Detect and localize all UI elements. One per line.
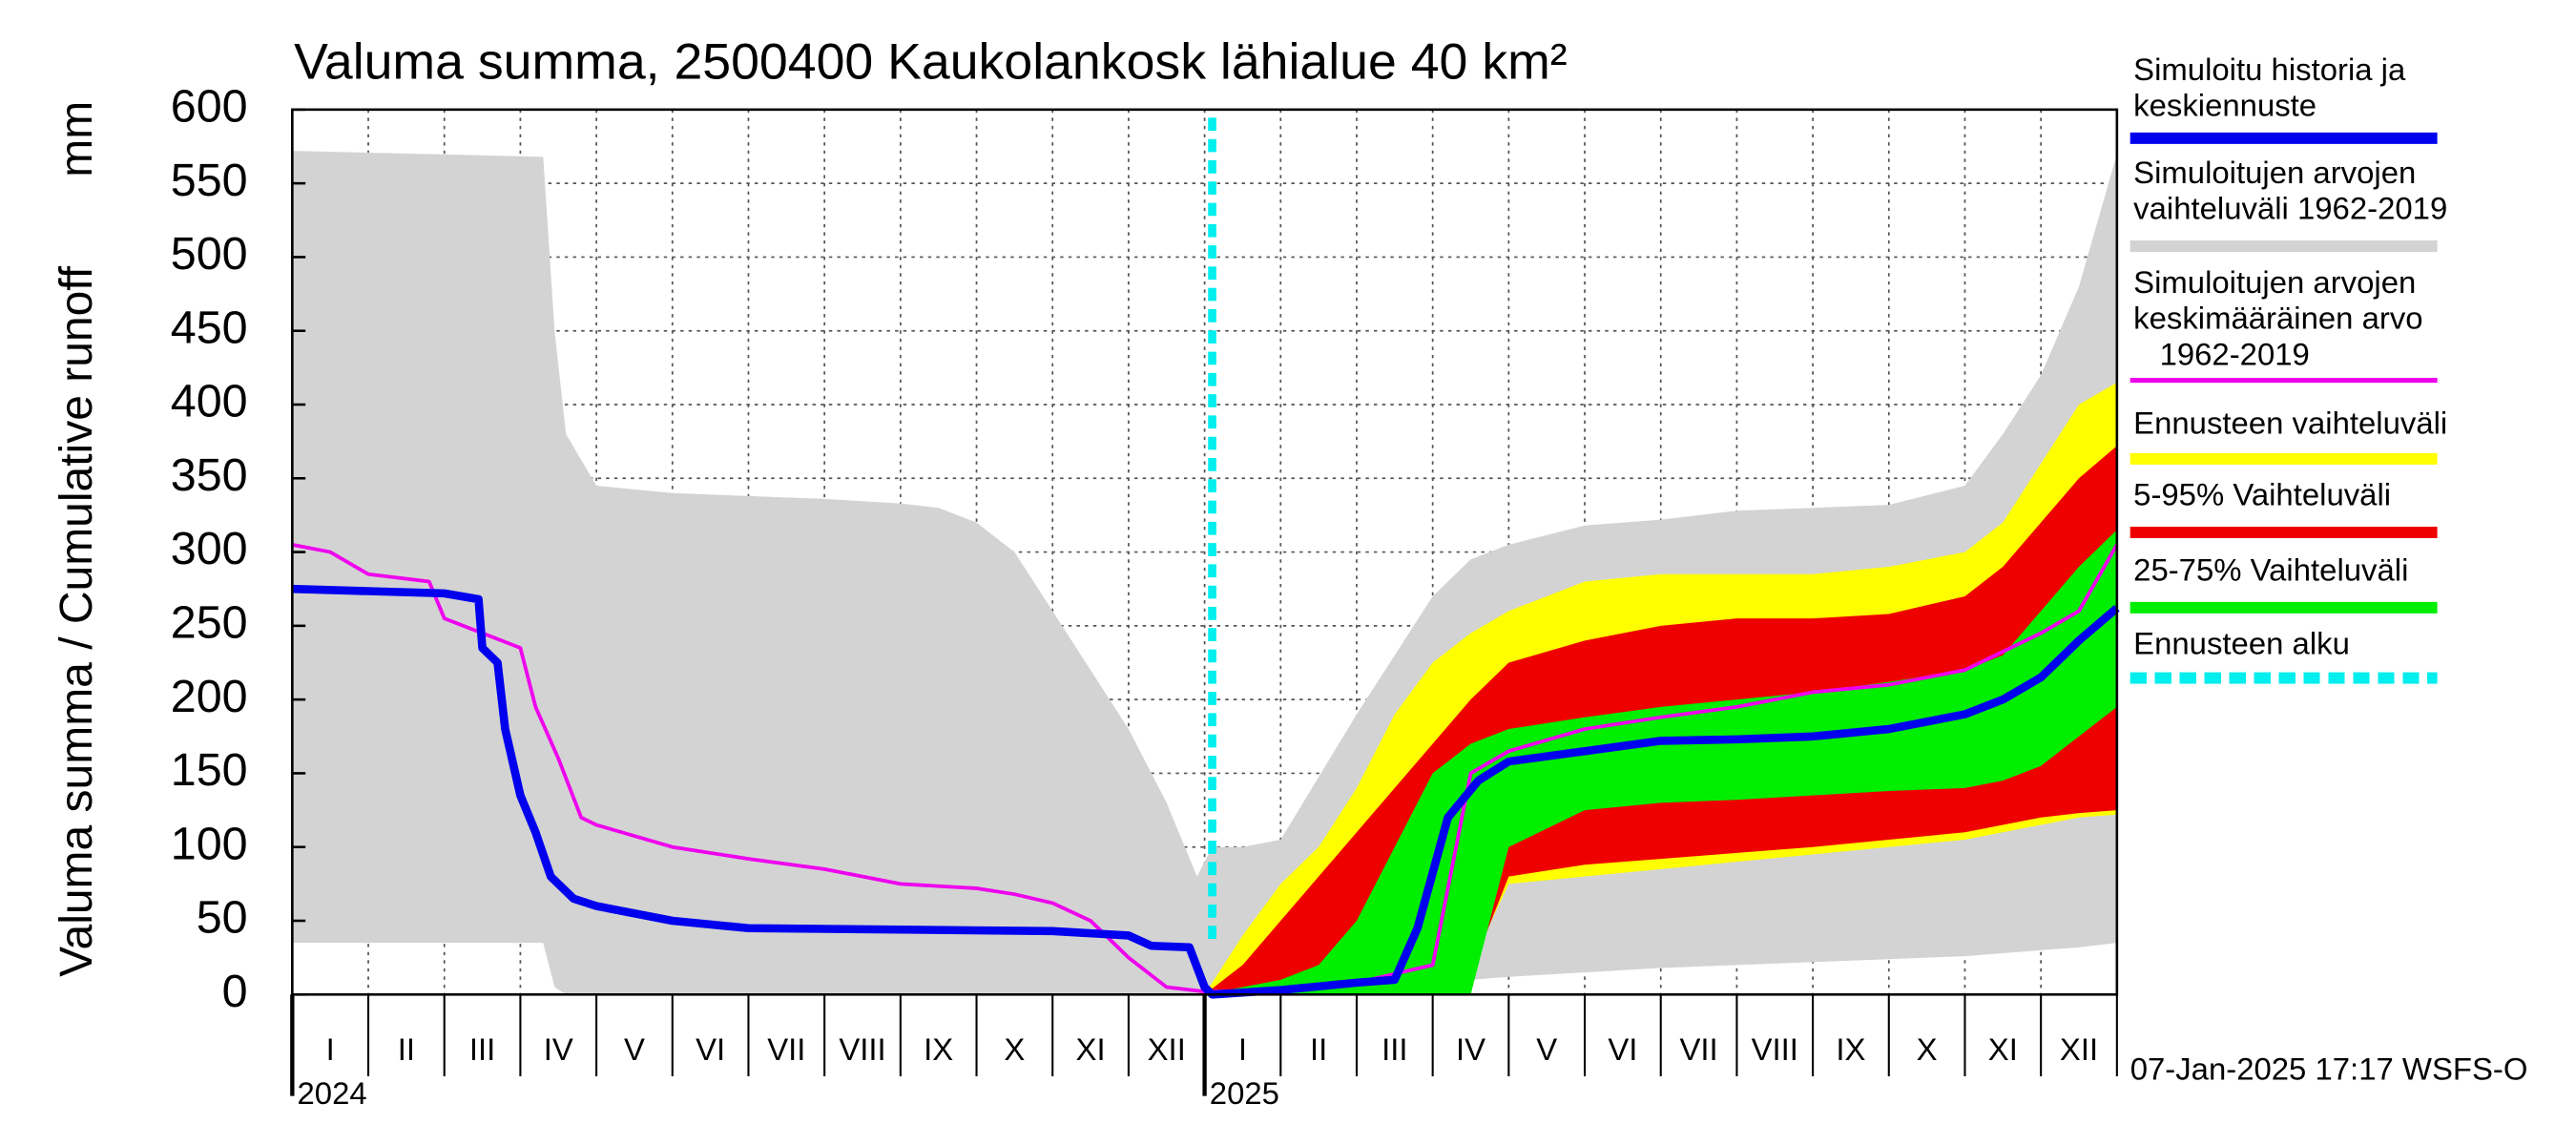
- legend-swatch: [2129, 378, 2438, 384]
- y-tick-label: 550: [171, 155, 248, 206]
- x-tick-label: VI: [696, 1031, 725, 1067]
- x-tick-label: V: [624, 1031, 645, 1067]
- legend-swatch: [2129, 601, 2438, 614]
- x-tick-label: XI: [1988, 1031, 2018, 1067]
- y-tick-label: 0: [222, 966, 248, 1017]
- x-tick-label: I: [1238, 1031, 1247, 1067]
- data-layer: [291, 117, 2120, 999]
- x-tick-label: VII: [767, 1031, 805, 1067]
- legend-label: 5-95% Vaihteluväli: [2133, 479, 2392, 514]
- x-tick-label: IV: [544, 1031, 573, 1067]
- y-tick-label: 400: [171, 376, 248, 427]
- x-tick-label: VI: [1608, 1031, 1637, 1067]
- x-tick-label: X: [1004, 1031, 1025, 1067]
- x-tick-label: III: [1381, 1031, 1407, 1067]
- legend-swatch: [2129, 132, 2438, 144]
- x-tick-label: IX: [1836, 1031, 1865, 1067]
- legend-label: 25-75% Vaihteluväli: [2133, 554, 2409, 590]
- line: [292, 584, 2120, 999]
- legend-label: Simuloitujen arvojen vaihteluväli 1962-2…: [2133, 156, 2448, 228]
- y-tick-label: 200: [171, 671, 248, 722]
- x-tick-label: III: [469, 1031, 495, 1067]
- x-tick-label: I: [326, 1031, 335, 1067]
- x-tick-label: IX: [924, 1031, 953, 1067]
- x-tick-label: XII: [1148, 1031, 1186, 1067]
- plot-frame: [291, 108, 2119, 996]
- legend-label: Simuloitujen arvojen keskimääräinen arvo…: [2133, 266, 2423, 373]
- footer: 07-Jan-2025 17:17 WSFS-O: [2129, 1053, 2528, 1089]
- y-tick-label: 250: [171, 597, 248, 649]
- year-label: 2025: [1210, 1075, 1279, 1111]
- y-tick-label: 600: [171, 81, 248, 133]
- x-tick-label: VII: [1679, 1031, 1717, 1067]
- legend-label: Simuloitu historia ja keskiennuste: [2133, 53, 2406, 125]
- y-axis-label: Valuma summa / Cumulative runoff: [51, 265, 102, 977]
- legend-label: Ennusteen alku: [2133, 628, 2350, 663]
- year-label: 2024: [298, 1075, 367, 1111]
- y-tick-label: 500: [171, 228, 248, 280]
- legend-swatch: [2129, 527, 2438, 539]
- x-tick-label: IV: [1456, 1031, 1485, 1067]
- x-tick-label: X: [1917, 1031, 1938, 1067]
- chart-title: Valuma summa, 2500400 Kaukolankosk lähia…: [294, 34, 1568, 91]
- y-tick-label: 450: [171, 302, 248, 354]
- legend-swatch: [2129, 672, 2438, 684]
- x-tick-label: VIII: [839, 1031, 885, 1067]
- y-tick-label: 300: [171, 523, 248, 574]
- y-tick-label: 350: [171, 449, 248, 501]
- x-tick-label: II: [1310, 1031, 1327, 1067]
- x-tick-label: VIII: [1752, 1031, 1798, 1067]
- y-tick-label: 100: [171, 819, 248, 870]
- line: [291, 542, 2119, 994]
- x-tick-label: XII: [2060, 1031, 2098, 1067]
- y-tick-label: 50: [197, 892, 248, 944]
- y-tick-label: 150: [171, 744, 248, 796]
- x-tick-label: II: [398, 1031, 415, 1067]
- legend-label: Ennusteen vaihteluväli: [2133, 406, 2448, 442]
- legend-swatch: [2129, 452, 2438, 465]
- x-tick-label: V: [1536, 1031, 1557, 1067]
- x-tick-label: XI: [1076, 1031, 1106, 1067]
- legend-swatch: [2129, 240, 2438, 253]
- y-axis-unit: mm: [51, 101, 102, 177]
